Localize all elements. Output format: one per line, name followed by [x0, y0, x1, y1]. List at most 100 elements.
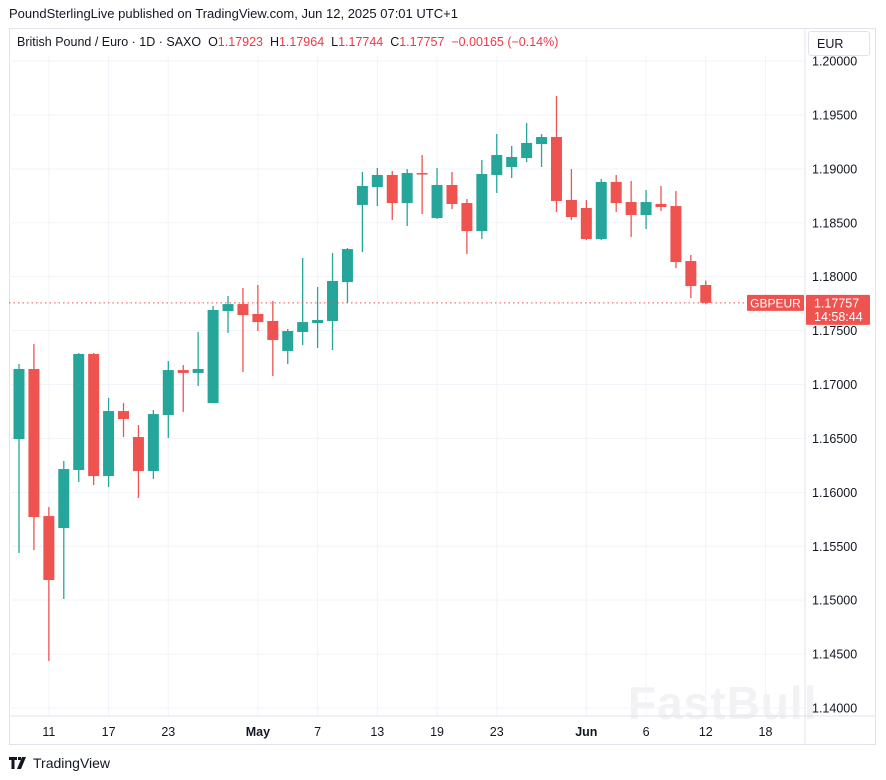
candle-body: [222, 304, 234, 312]
y-tick-label: 1.15500: [812, 540, 857, 554]
candle-body: [237, 304, 249, 316]
candle[interactable]: [73, 353, 85, 482]
close-value: 1.17757: [399, 35, 445, 49]
candle-body: [371, 174, 383, 188]
candle[interactable]: [610, 174, 622, 212]
candle-body: [416, 173, 428, 175]
candle[interactable]: [431, 167, 443, 219]
candle-body: [356, 185, 368, 205]
candle[interactable]: [13, 364, 25, 554]
candle-body: [312, 320, 324, 324]
candle[interactable]: [371, 167, 383, 207]
candle[interactable]: [162, 360, 174, 438]
candle-body: [267, 320, 279, 340]
candle[interactable]: [103, 397, 115, 488]
candle[interactable]: [506, 145, 518, 178]
candle-body: [58, 469, 70, 529]
y-tick-label: 1.19000: [812, 162, 857, 176]
candle[interactable]: [655, 185, 667, 211]
candle[interactable]: [43, 506, 55, 661]
candle[interactable]: [476, 159, 488, 240]
candle[interactable]: [640, 189, 652, 230]
candle[interactable]: [700, 280, 712, 305]
x-tick-label: 7: [314, 725, 321, 739]
candle[interactable]: [28, 344, 40, 551]
candle-body: [177, 370, 189, 373]
ohlc-legend: British Pound / Euro · 1D · SAXO O1.1792…: [17, 35, 558, 49]
candle[interactable]: [461, 199, 473, 255]
candle[interactable]: [297, 258, 309, 346]
candle[interactable]: [132, 425, 144, 499]
last-price-value: 1.17757: [814, 296, 859, 310]
x-tick-label: 13: [370, 725, 384, 739]
candle-body: [162, 370, 174, 416]
publisher-line: PoundSterlingLive published on TradingVi…: [9, 6, 458, 21]
candle[interactable]: [192, 331, 204, 387]
candle[interactable]: [118, 403, 130, 438]
candle[interactable]: [386, 170, 398, 221]
candle[interactable]: [685, 254, 697, 299]
candle[interactable]: [58, 461, 70, 599]
candle[interactable]: [327, 253, 339, 350]
candle[interactable]: [312, 287, 324, 349]
candle[interactable]: [207, 305, 219, 404]
candle-body: [73, 353, 85, 471]
candle[interactable]: [446, 171, 458, 210]
candle[interactable]: [341, 247, 353, 303]
candle[interactable]: [580, 199, 592, 241]
candle-body: [147, 414, 159, 471]
x-tick-label: 6: [643, 725, 650, 739]
candle[interactable]: [252, 284, 264, 332]
y-tick-label: 1.15000: [812, 594, 857, 608]
y-tick-label: 1.18500: [812, 216, 857, 230]
candle-body: [431, 185, 443, 219]
y-tick-label: 1.18000: [812, 270, 857, 284]
candle[interactable]: [267, 301, 279, 376]
candle-body: [580, 207, 592, 240]
y-tick-label: 1.20000: [812, 55, 857, 69]
candle-body: [610, 181, 622, 204]
candle[interactable]: [491, 134, 503, 193]
currency-button[interactable]: EUR: [808, 31, 870, 56]
candle[interactable]: [670, 191, 682, 269]
open-label: O: [208, 35, 218, 49]
candle[interactable]: [625, 181, 637, 237]
x-tick-label: 11: [42, 725, 55, 739]
candle-body: [132, 437, 144, 471]
symbol-title[interactable]: British Pound / Euro · 1D · SAXO: [17, 35, 202, 49]
low-value: 1.17744: [338, 35, 384, 49]
y-tick-label: 1.16500: [812, 432, 857, 446]
y-tick-label: 1.17500: [812, 324, 857, 338]
candle-body: [327, 280, 339, 321]
candle-body: [118, 411, 130, 420]
candle[interactable]: [521, 123, 533, 163]
candle[interactable]: [222, 295, 234, 333]
candle-body: [521, 142, 533, 159]
candle[interactable]: [401, 169, 413, 226]
candle-body: [536, 137, 548, 145]
candle[interactable]: [177, 364, 189, 412]
candle-body: [461, 203, 473, 232]
candle-body: [297, 322, 309, 332]
candle[interactable]: [356, 171, 368, 252]
close-label: C: [390, 35, 400, 49]
candle[interactable]: [282, 328, 294, 365]
candle-body: [595, 181, 607, 240]
y-tick-label: 1.16000: [812, 486, 857, 500]
x-tick-label: May: [246, 725, 270, 739]
candle-body: [491, 155, 503, 175]
candle-body: [565, 199, 577, 218]
candle[interactable]: [565, 169, 577, 221]
candle[interactable]: [416, 155, 428, 215]
candle-body: [446, 185, 458, 204]
candle-body: [103, 411, 115, 477]
low-label: L: [331, 35, 339, 49]
candle-body: [43, 516, 55, 581]
candle[interactable]: [595, 178, 607, 241]
candle[interactable]: [237, 287, 249, 372]
candle[interactable]: [147, 410, 159, 480]
candle[interactable]: [550, 96, 562, 212]
candle[interactable]: [536, 134, 548, 168]
candle[interactable]: [88, 353, 100, 486]
